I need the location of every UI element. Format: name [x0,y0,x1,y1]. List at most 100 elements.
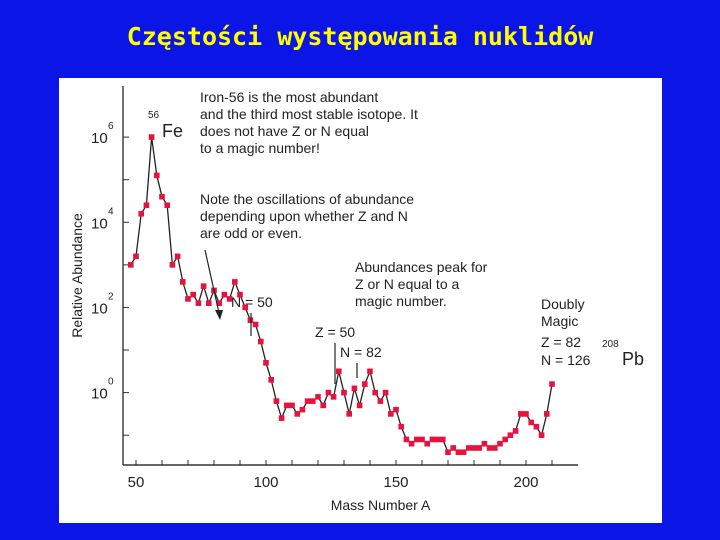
data-point [268,377,274,383]
data-point [174,253,181,260]
data-point [263,359,269,366]
y-tick-exponent: 0 [108,377,114,388]
data-point [310,398,316,404]
data-point [164,202,170,209]
data-point [133,253,139,260]
doubly-magic-line: Doubly [541,296,585,312]
pb-mass-number: 208 [602,339,619,350]
data-point [315,394,321,400]
data-point [336,368,342,375]
data-point [304,398,311,404]
data-point [159,193,165,200]
n82-label: N = 82 [340,344,382,360]
y-tick-label: 10 [91,386,108,403]
data-point [414,436,420,443]
data-point [445,449,451,456]
n126-label: N = 126 [541,352,591,368]
data-point [512,428,519,434]
data-point [408,440,415,447]
slide-title: Częstości występowania nuklidów [126,22,594,51]
x-tick-label: 150 [383,474,408,491]
data-point [403,436,410,443]
data-point [138,210,144,217]
data-point [549,381,555,387]
peak-note-line: magic number. [355,293,447,309]
peak-note-line: Z or N equal to a [355,276,459,292]
data-point [466,445,472,451]
iron-note-line: Iron-56 is the most abundant [200,89,378,105]
data-point [289,402,295,409]
data-point [200,283,207,289]
data-point [206,300,212,306]
data-point [278,415,285,421]
data-point [471,445,477,451]
data-point [518,411,524,417]
data-point [538,432,545,438]
data-point [242,304,248,311]
data-point [221,291,228,298]
data-point [455,449,462,456]
data-point [476,445,482,451]
y-tick-exponent: 6 [108,121,114,132]
doubly-magic-line: Magic [541,313,578,329]
data-point [388,411,394,417]
pb-symbol: Pb [622,349,644,369]
data-point [544,411,550,417]
data-point [273,398,280,404]
data-point [440,436,446,443]
data-point [450,445,456,451]
data-point [252,321,259,328]
data-point [429,436,436,443]
data-point [284,402,290,409]
data-point [216,300,222,306]
x-tick-label: 100 [253,474,278,491]
data-point [528,419,534,426]
chart-panel: Mass Number A Relative Abundance 50 100 150… [59,78,662,523]
data-point [341,389,347,396]
data-point [180,279,186,285]
data-point [502,436,508,443]
n50-label: N = 50 [231,294,273,310]
data-point [424,440,430,447]
data-point [492,445,498,451]
x-tick-label: 200 [513,474,538,491]
data-point [294,411,300,417]
data-point [497,440,503,447]
data-point [232,279,238,285]
y-axis-title: Relative Abundance [69,213,85,338]
data-point [460,449,467,456]
y-tick-label: 10 [91,130,108,147]
y-tick-exponent: 4 [108,206,114,217]
y-tick-exponent: 2 [108,291,114,302]
y-tick-label: 10 [91,215,108,232]
data-point [185,296,191,302]
z50-label: Z = 50 [315,324,355,340]
peak-note-line: Abundances peak for [355,259,488,275]
oscillation-arrowhead [215,310,223,320]
data-point [143,202,150,209]
data-point [533,423,540,430]
oscillation-note-line: Note the oscillations of abundance [200,191,414,207]
data-point [195,300,202,306]
iron-note-line: does not have Z or N equal [200,123,369,139]
data-point [507,432,514,438]
data-point [377,398,384,404]
series [128,134,555,456]
data-point [190,291,196,298]
data-point [325,389,332,396]
oscillation-arrow [204,249,220,314]
data-point [320,402,326,409]
data-point [367,368,373,375]
z82-label: Z = 82 [541,334,581,350]
data-point [330,394,337,400]
iron-note-line: and the third most stable isotope. It [200,106,418,122]
data-point [299,406,306,413]
data-point [351,385,358,392]
data-point [154,172,160,179]
fe-mass-number: 56 [148,110,160,121]
data-point [434,436,441,443]
data-point [346,411,352,417]
data-point [393,406,399,413]
